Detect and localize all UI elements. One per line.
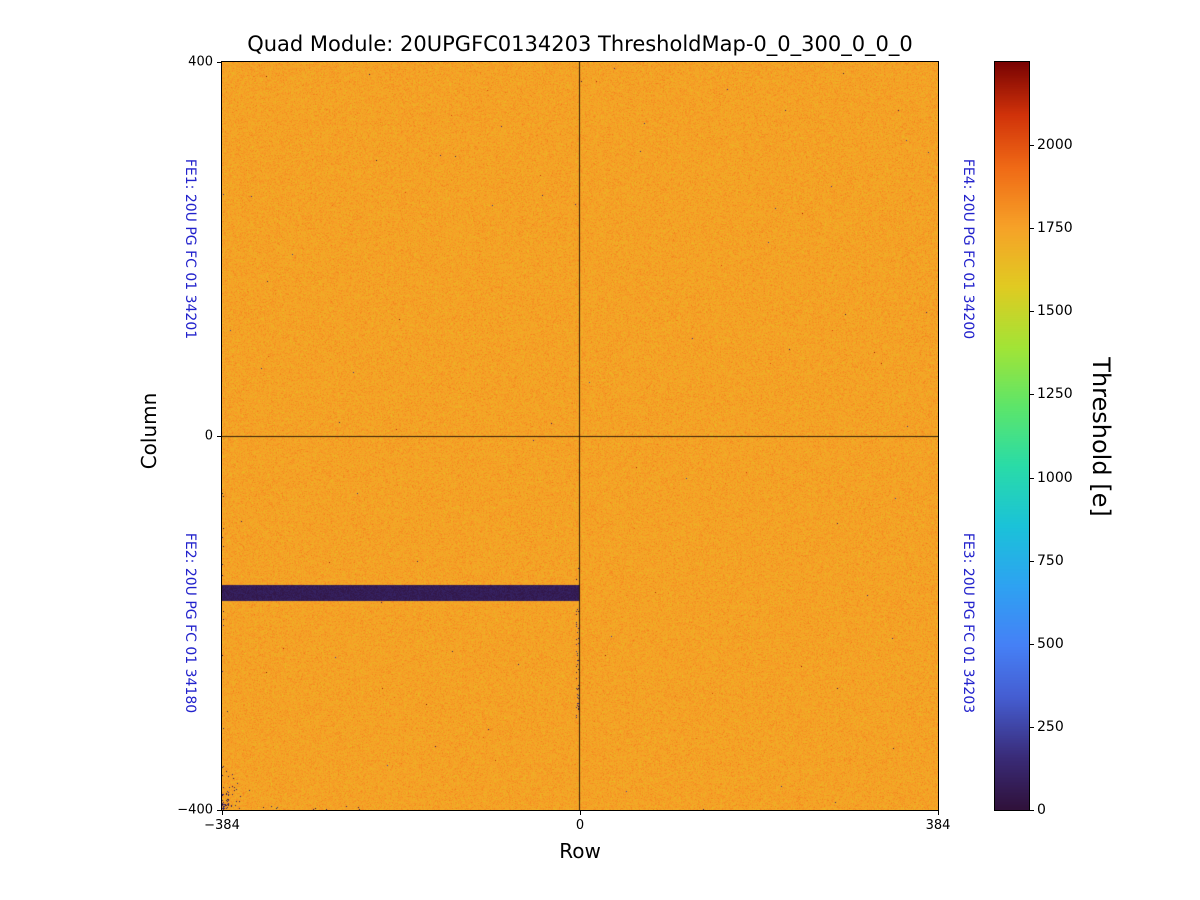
fe3-chip-label: FE3: 20U PG FC 01 34203	[960, 532, 976, 714]
colorbar-tick-mark	[1030, 726, 1034, 728]
colorbar-tick-mark	[1030, 477, 1034, 479]
colorbar-label: Threshold [e]	[1087, 357, 1115, 517]
x-tick-mark	[938, 811, 939, 815]
colorbar-tick-label: 500	[1037, 635, 1064, 652]
colorbar-tick-mark	[1030, 643, 1034, 645]
colorbar-canvas	[994, 61, 1030, 811]
heatmap-canvas	[221, 61, 939, 811]
x-tick-label: 0	[575, 818, 585, 833]
colorbar-tick-label: 250	[1037, 718, 1064, 735]
x-tick-label: 384	[925, 818, 951, 833]
colorbar-tick-mark	[1030, 145, 1034, 147]
colorbar-tick-mark	[1030, 810, 1034, 811]
y-tick-mark	[217, 436, 221, 437]
y-tick-mark	[217, 62, 221, 63]
colorbar-tick-mark	[1030, 394, 1034, 396]
colorbar-tick-label: 0	[1037, 802, 1046, 818]
y-axis-label: Column	[137, 392, 161, 470]
colorbar-tick-label: 2000	[1037, 137, 1073, 154]
x-tick-mark	[580, 811, 581, 815]
colorbar-tick-mark	[1030, 560, 1034, 562]
fe4-chip-label: FE4: 20U PG FC 01 34200	[960, 158, 976, 340]
colorbar-tick-label: 1500	[1037, 303, 1073, 320]
y-tick-mark	[217, 810, 221, 811]
colorbar-tick-mark	[1030, 228, 1034, 230]
fe1-chip-label: FE1: 20U PG FC 01 34201	[182, 158, 198, 340]
colorbar-tick-mark	[1030, 311, 1034, 313]
fe2-chip-label: FE2: 20U PG FC 01 34180	[182, 532, 198, 714]
colorbar-tick-label: 1750	[1037, 220, 1073, 237]
x-axis-label: Row	[559, 839, 601, 863]
colorbar-tick-label: 1000	[1037, 469, 1073, 486]
chart-title: Quad Module: 20UPGFC0134203 ThresholdMap…	[247, 32, 913, 56]
y-tick-label: −400	[177, 802, 213, 818]
y-tick-label: 400	[188, 54, 213, 70]
x-tick-mark	[222, 811, 223, 815]
y-tick-label: 0	[204, 428, 213, 444]
colorbar-tick-label: 750	[1037, 552, 1064, 569]
colorbar-tick-label: 1250	[1037, 386, 1073, 403]
x-tick-label: −384	[204, 818, 240, 833]
